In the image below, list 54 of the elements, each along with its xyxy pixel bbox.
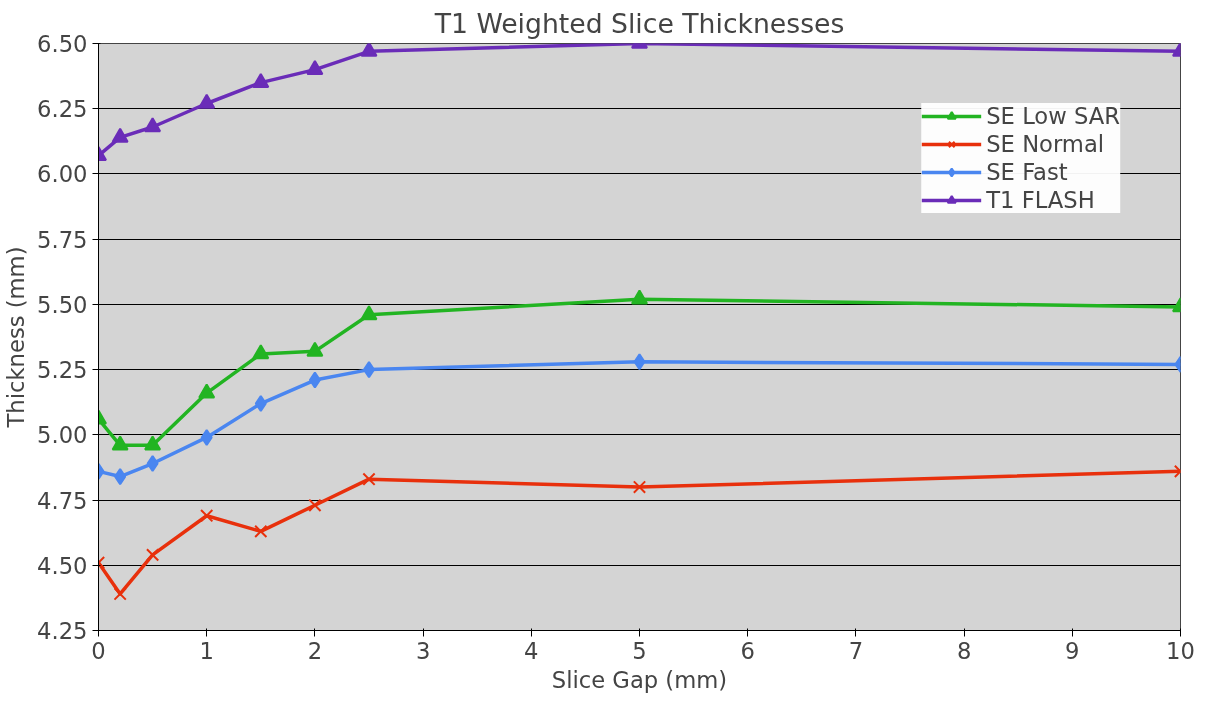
- point: [254, 395, 267, 413]
- point: [308, 498, 322, 512]
- point: [360, 43, 378, 57]
- y-axis-title: Thickness (mm): [3, 246, 30, 429]
- x-tick-label: 7: [848, 637, 864, 664]
- point: [360, 305, 378, 321]
- point: [633, 353, 646, 371]
- point: [200, 428, 213, 446]
- point: [146, 455, 159, 473]
- chart-title: T1 Weighted Slice Thicknesses: [433, 7, 845, 39]
- legend-label: SE Normal: [986, 131, 1105, 157]
- point: [252, 344, 270, 360]
- point: [306, 59, 324, 75]
- x-tick-label: 3: [415, 637, 431, 664]
- point: [200, 509, 214, 523]
- y-tick-label: 5.50: [37, 291, 88, 318]
- x-tick-label: 5: [632, 637, 647, 664]
- y-tick-label: 6.50: [37, 31, 88, 57]
- x-tick-label: 2: [307, 637, 323, 664]
- point: [252, 72, 270, 88]
- y-tick-label: 6.25: [37, 96, 88, 123]
- point: [113, 587, 127, 601]
- point: [632, 480, 647, 494]
- legend-label: SE Fast: [986, 159, 1068, 185]
- legend-label: SE Low SAR: [986, 103, 1120, 129]
- point: [254, 524, 268, 539]
- point: [111, 435, 129, 451]
- point: [631, 289, 648, 305]
- point: [111, 127, 129, 143]
- y-tick-label: 5.00: [37, 422, 88, 449]
- point: [145, 548, 160, 562]
- y-tick-label: 4.75: [37, 487, 88, 514]
- point: [362, 472, 376, 486]
- point: [308, 371, 321, 389]
- x-tick-label: 10: [1166, 637, 1195, 664]
- point: [114, 468, 127, 486]
- x-tick-label: 9: [1065, 637, 1080, 664]
- point: [306, 341, 324, 357]
- x-axis-title: Slice Gap (mm): [551, 666, 728, 693]
- point: [198, 93, 216, 109]
- point: [198, 383, 216, 399]
- x-tick-label: 8: [956, 637, 972, 664]
- x-tick-label: 1: [199, 637, 214, 664]
- x-tick-label: 6: [740, 637, 755, 664]
- y-tick-label: 4.25: [37, 618, 88, 644]
- y-tick-label: 4.50: [37, 552, 88, 579]
- legend-label: T1 FLASH: [986, 187, 1095, 213]
- point: [144, 435, 162, 451]
- y-tick-label: 6.00: [37, 161, 88, 188]
- y-tick-label: 5.25: [37, 357, 88, 384]
- y-tick-label: 5.75: [37, 226, 88, 253]
- x-tick-label: 0: [91, 637, 106, 664]
- x-tick-label: 4: [524, 637, 539, 664]
- point: [144, 117, 162, 133]
